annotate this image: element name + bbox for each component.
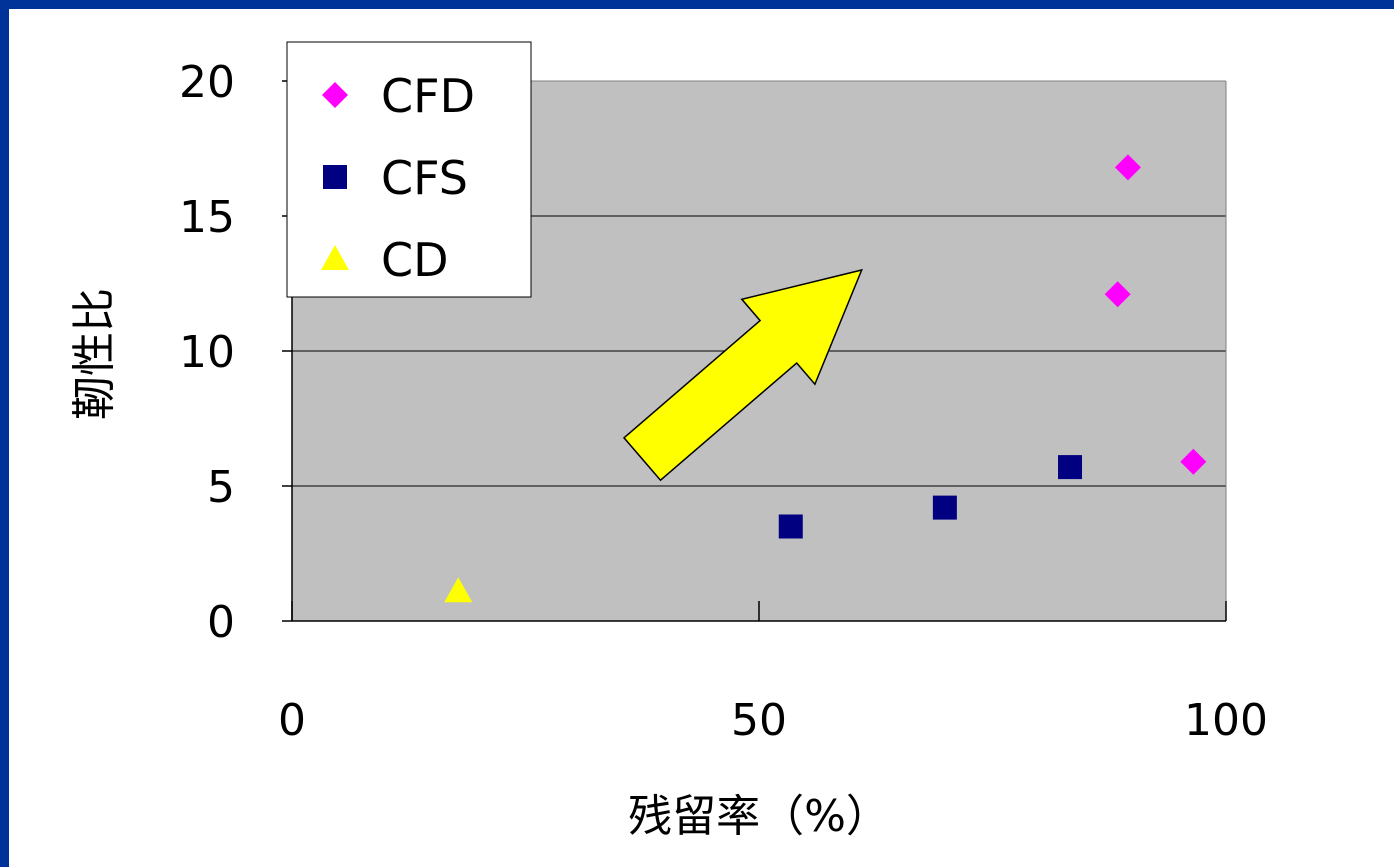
tick-labels: 0 5 10 15 20 0 50 100 xyxy=(179,57,1268,746)
point-cfd-2 xyxy=(1104,281,1131,308)
legend-marker-cfs xyxy=(323,165,347,189)
point-cd-1 xyxy=(444,577,473,603)
x-tick-label-100: 100 xyxy=(1184,695,1268,746)
scatter-chart: 0 5 10 15 20 0 50 100 残留率（%） 靭性比 CFD CFS CD xyxy=(69,41,1268,842)
x-tick-label-50: 50 xyxy=(731,695,787,746)
y-tick-label-20: 20 xyxy=(179,57,235,108)
slide: 0 5 10 15 20 0 50 100 残留率（%） 靭性比 CFD CFS CD xyxy=(9,9,1394,867)
point-cfd-3 xyxy=(1180,448,1207,475)
legend-label-cfd: CFD xyxy=(381,69,475,123)
point-cfs-1 xyxy=(778,514,803,539)
x-axis-title: 残留率（%） xyxy=(628,791,890,842)
legend-marker-cd xyxy=(321,245,349,270)
y-tick-label-0: 0 xyxy=(207,597,235,648)
legend-marker-cfd xyxy=(322,82,348,108)
trend-arrow xyxy=(622,268,863,482)
point-cfs-2 xyxy=(932,495,957,520)
point-cfd-1 xyxy=(1114,154,1141,181)
x-tick-label-0: 0 xyxy=(278,695,306,746)
legend: CFD CFS CD xyxy=(286,41,532,298)
y-tick-label-5: 5 xyxy=(207,462,235,513)
trend-arrow-shape xyxy=(622,268,863,482)
point-cfs-3 xyxy=(1058,455,1083,480)
data-points xyxy=(444,154,1207,603)
y-tick-label-15: 15 xyxy=(179,192,235,243)
y-tick-label-10: 10 xyxy=(179,327,235,378)
y-axis-title: 靭性比 xyxy=(69,288,120,420)
legend-label-cd: CD xyxy=(381,233,449,287)
legend-label-cfs: CFS xyxy=(381,151,468,205)
